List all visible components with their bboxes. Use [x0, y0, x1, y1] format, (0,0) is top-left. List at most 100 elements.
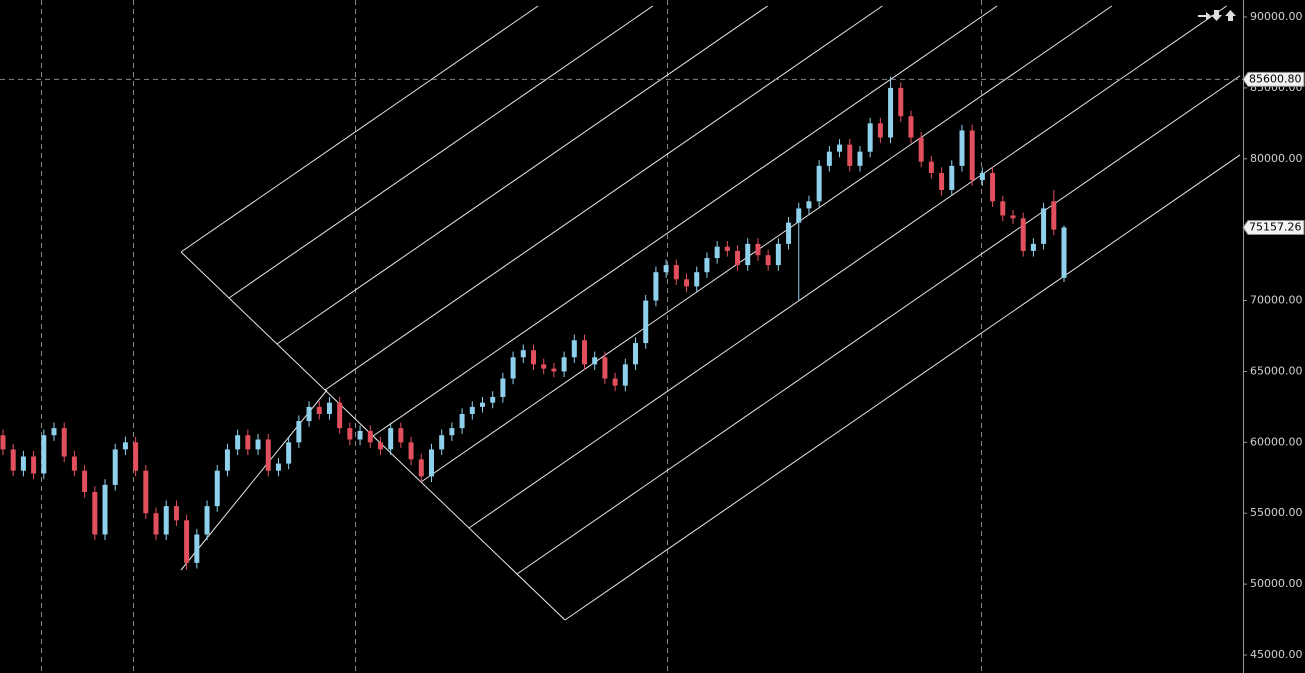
fan-line [372, 5, 998, 437]
candle-body [245, 435, 251, 450]
candle-body [449, 428, 455, 436]
candle-body [979, 172, 985, 181]
candle-body [194, 534, 200, 563]
candle-body [653, 272, 659, 301]
arrow-down-icon[interactable] [1211, 10, 1222, 21]
candle-body [990, 172, 996, 202]
candle-body [551, 368, 557, 372]
candle-body [745, 243, 751, 266]
arrow-up-icon[interactable] [1225, 10, 1236, 21]
fan-line [516, 75, 1241, 575]
candle-body [765, 255, 771, 266]
candle-body [898, 87, 904, 117]
candle-body [439, 435, 445, 450]
candle-body [1041, 208, 1047, 244]
candle-body [694, 272, 700, 287]
candle-body [775, 243, 781, 266]
candle-body [143, 470, 149, 514]
candle-body [571, 340, 577, 358]
candle-body [41, 435, 47, 474]
candle-body [1061, 227, 1067, 278]
candle-body [541, 364, 547, 369]
candle-body [561, 357, 567, 372]
candle-body [1051, 201, 1057, 230]
candle-body [888, 87, 894, 138]
candle-body [296, 421, 302, 443]
fan-line [276, 5, 768, 345]
candle-body [316, 406, 322, 414]
candle-body [367, 430, 373, 443]
candle-body [51, 428, 57, 436]
y-tick-label: 80000.00 [1250, 152, 1303, 165]
candle-body [592, 357, 598, 365]
candle-body [10, 449, 16, 471]
candle-body [673, 265, 679, 280]
price-label-box [1242, 219, 1305, 235]
candle-body [490, 396, 496, 403]
fan-line [564, 154, 1241, 621]
candle-body [214, 470, 220, 507]
candle-body [133, 442, 139, 471]
candle-body [388, 428, 394, 450]
candle-body [224, 449, 230, 471]
candle-body [398, 428, 404, 443]
candle-body [735, 250, 741, 266]
price-label: 85600.80 [1249, 72, 1302, 85]
candle-body [918, 137, 924, 162]
candle-body [275, 463, 281, 471]
candle-body [908, 116, 914, 138]
candle-body [724, 246, 730, 251]
candle-body [612, 378, 618, 386]
candle-body [847, 144, 853, 166]
candle-body [877, 123, 883, 138]
candle-body [826, 151, 832, 166]
candle-body [582, 340, 588, 365]
candle-body [704, 258, 710, 273]
candle-body [684, 279, 690, 287]
candle-body [408, 442, 414, 460]
candle-body [755, 243, 761, 256]
candle-body [286, 442, 292, 464]
time-grid [41, 0, 982, 673]
candle-body [153, 513, 159, 535]
candle-body [337, 402, 343, 429]
candle-body [939, 172, 945, 190]
candle-body [1000, 201, 1006, 216]
candle-body [643, 300, 649, 344]
candle-body [857, 151, 863, 166]
candle-body [459, 413, 465, 429]
candle-body [326, 402, 332, 414]
candle-body [816, 165, 822, 202]
y-tick-label: 45000.00 [1250, 648, 1303, 661]
candle-body [357, 430, 363, 440]
candle-body [184, 520, 190, 563]
candle-body [520, 350, 526, 358]
fan-line [180, 5, 539, 253]
candle-body [1020, 218, 1026, 251]
candle-body [928, 161, 934, 173]
candle-body [1030, 243, 1036, 251]
y-tick-label: 55000.00 [1250, 506, 1303, 519]
gann-fan [180, 5, 1241, 621]
y-tick-label: 70000.00 [1250, 294, 1303, 307]
candle-body [163, 506, 169, 535]
candle-body [837, 144, 843, 152]
candle-body [347, 428, 353, 440]
toolbar[interactable] [1198, 10, 1236, 21]
candle-body [531, 350, 536, 365]
candle-body [0, 435, 6, 450]
arrow-right-icon[interactable] [1198, 12, 1211, 20]
y-tick-label: 65000.00 [1250, 364, 1303, 377]
candle-body [173, 506, 179, 521]
fork-handle [180, 389, 328, 571]
candle-body [102, 484, 108, 535]
y-tick-label: 50000.00 [1250, 577, 1303, 590]
candle-body [306, 406, 312, 422]
candle-body [61, 428, 67, 457]
candle-body [969, 130, 975, 181]
candle-body [122, 442, 128, 450]
candle-body [622, 364, 628, 386]
candle-body [418, 459, 424, 477]
